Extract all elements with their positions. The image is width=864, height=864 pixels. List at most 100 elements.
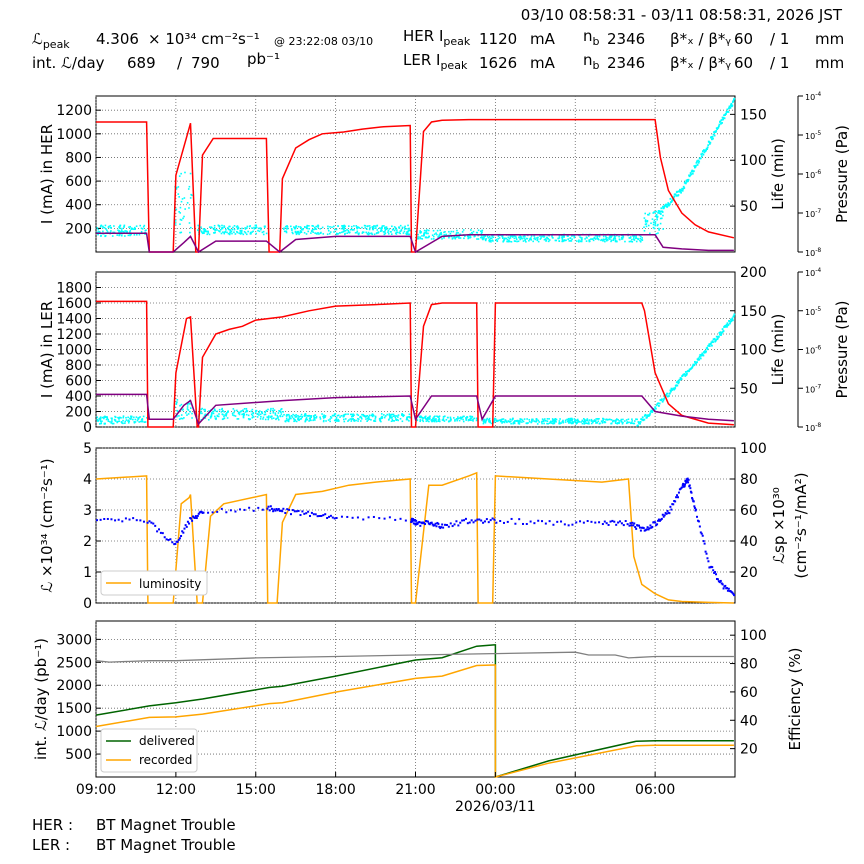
life-point-her-3-36 [337, 225, 339, 227]
life-point-ler-5-93 [510, 422, 512, 425]
life-point-her-4-103 [481, 236, 483, 239]
life-point-her-5-128 [514, 235, 517, 238]
life-point-ler-5-150 [609, 418, 611, 421]
life-point-her-6-22 [653, 211, 655, 213]
life-point-her-5-130 [570, 240, 573, 242]
life-point-ler-2-155 [203, 414, 206, 417]
ytick-label-her-4: 1000 [56, 127, 92, 143]
life-point-ler-4-108 [468, 419, 470, 421]
life-point-her-4-88 [454, 237, 456, 239]
ytick-label-lumi-2: 2 [83, 534, 92, 550]
life-point-her-3-211 [406, 231, 408, 233]
life-tail-her-4-24 [721, 122, 723, 124]
life-point-her-2-110 [219, 230, 221, 233]
life-tail-ler-2-1 [668, 392, 671, 395]
life-tail-ler-5-22 [720, 334, 722, 336]
life-point-ler-3-140 [352, 413, 355, 416]
life-point-ler-1-36 [176, 399, 179, 401]
life-point-her-0-60 [120, 234, 123, 237]
life-point-her-5-129 [516, 240, 518, 243]
life-point-ler-5-313 [526, 418, 528, 420]
life-point-ler-5-137 [585, 422, 588, 424]
life-point-ler-0-81 [97, 419, 99, 422]
life-point-her-5-186 [482, 237, 485, 240]
life-point-her-5-107 [608, 236, 611, 238]
life-tail-her-4-23 [720, 119, 723, 121]
specific-point-16-10 [620, 522, 623, 525]
specific-point-5-3 [269, 505, 272, 508]
life-tail-ler-6-8 [725, 323, 728, 326]
life-point-ler-5-204 [592, 420, 595, 422]
specific-point-7-12 [331, 516, 334, 519]
life-point-ler-5-161 [622, 421, 624, 424]
life-point-her-2-10 [221, 224, 223, 227]
specific-point-16-2 [605, 522, 608, 525]
life-point-her-5-261 [489, 240, 492, 242]
life-tail-ler-3-8 [686, 372, 688, 375]
life-point-ler-5-272 [546, 422, 548, 425]
life-point-her-5-222 [548, 234, 551, 237]
life-point-ler-0-17 [125, 419, 128, 421]
life-point-her-4-5 [418, 237, 420, 240]
life-point-ler-2-147 [282, 411, 284, 413]
life-point-ler-5-210 [562, 419, 564, 422]
life-point-ler-5-95 [614, 420, 617, 422]
life-tail-ler-6-20 [731, 317, 734, 320]
life-point-her-5-51 [537, 236, 539, 239]
life-point-her-2-68 [261, 231, 264, 234]
life-tail-ler-3-12 [688, 370, 690, 373]
life-point-her-0-9 [124, 230, 126, 232]
life-point-ler-4-106 [428, 418, 430, 420]
life-point-ler-3-116 [399, 417, 402, 420]
life-point-her-4-9 [435, 232, 437, 234]
life-point-ler-3-254 [351, 418, 353, 420]
life-point-ler-3-65 [322, 419, 325, 422]
life-point-ler-4-77 [463, 415, 465, 418]
specific-point-2-3 [176, 540, 179, 543]
life-point-her-3-191 [329, 226, 331, 228]
specific-point-14-0 [495, 521, 498, 524]
life-tail-her-2-0 [681, 189, 684, 192]
life-point-ler-3-69 [345, 413, 347, 416]
life-point-ler-0-33 [138, 421, 141, 423]
life-point-her-0-36 [109, 227, 112, 229]
life-point-ler-3-228 [310, 415, 313, 417]
life-point-ler-4-122 [421, 419, 424, 422]
xtick-label-7: 06:00 [635, 782, 675, 798]
life-point-ler-3-74 [321, 413, 323, 415]
life-point-ler-4-14 [441, 419, 444, 421]
life-point-ler-4-110 [419, 420, 421, 423]
life-point-ler-3-150 [287, 419, 289, 421]
specific-point-5-6 [273, 508, 276, 511]
life-tail-ler-1-8 [655, 404, 658, 407]
life-point-her-4-110 [426, 236, 428, 239]
specific-point-1-8 [161, 532, 164, 535]
life-point-her-4-86 [443, 237, 445, 239]
life-point-her-5-262 [552, 237, 554, 239]
life-point-ler-4-80 [424, 417, 427, 420]
specific-point-19-2 [657, 519, 660, 522]
life-point-ler-3-263 [381, 417, 383, 420]
life-point-her-3-23 [379, 230, 382, 233]
life-point-ler-0-3 [107, 418, 110, 421]
life-point-ler-2-158 [245, 409, 248, 412]
life-point-ler-5-175 [567, 420, 570, 423]
specific-point-6-10 [301, 510, 304, 513]
life-point-her-3-100 [335, 228, 338, 231]
life-point-her-5-243 [572, 234, 575, 237]
life-point-her-1-4 [179, 206, 182, 209]
life-tail-her-2-15 [689, 172, 692, 174]
specific-point-0-1 [99, 518, 102, 521]
specific-point-17-4 [632, 524, 635, 527]
life-point-her-3-233 [343, 227, 346, 229]
life-tail-her-3-19 [705, 149, 707, 151]
life-point-her-3-260 [285, 226, 287, 228]
life-point-her-5-190 [539, 238, 542, 240]
specific-point-13-7 [482, 521, 485, 524]
life-point-her-3-118 [394, 228, 397, 230]
life-point-ler-3-137 [394, 416, 397, 419]
specific-point-25-6 [726, 589, 729, 592]
life-point-her-3-68 [406, 232, 409, 234]
life-point-ler-3-223 [359, 420, 362, 422]
life-point-her-5-60 [573, 236, 576, 239]
